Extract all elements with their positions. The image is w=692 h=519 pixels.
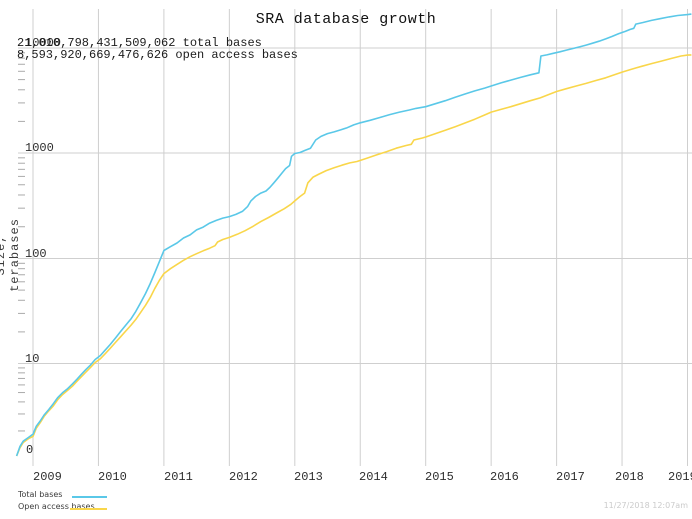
x-tick-label-2009: 2009 <box>33 470 62 484</box>
y-tick-label-100: 100 <box>25 247 47 261</box>
gridlines <box>18 9 692 466</box>
x-tick-label-2012: 2012 <box>229 470 258 484</box>
x-tick-label-2018: 2018 <box>615 470 644 484</box>
legend-label-open-access: Open access bases <box>18 502 95 511</box>
x-tick-label-2015: 2015 <box>425 470 454 484</box>
legend-label-total-bases: Total bases <box>18 490 63 499</box>
y-tick-label-10: 10 <box>25 352 40 366</box>
open-access-annotation: 8,593,920,669,476,626 open access bases <box>17 48 298 62</box>
render-timestamp: 11/27/2018 12:07am <box>603 501 688 510</box>
y-tick-label-10000: 10000 <box>25 36 62 50</box>
x-tick-label-2019: 2019 <box>668 470 692 484</box>
data-curves <box>15 13 692 457</box>
y-tick-label-0: 0 <box>26 443 34 457</box>
x-tick-label-2016: 2016 <box>490 470 519 484</box>
x-tick-label-2014: 2014 <box>359 470 388 484</box>
total-bases-curve <box>15 13 692 457</box>
x-tick-label-2017: 2017 <box>556 470 585 484</box>
y-axis-title: Size, terabases <box>0 218 22 292</box>
legend-line-total-bases <box>72 496 107 498</box>
y-tick-label-1000: 1000 <box>25 141 54 155</box>
x-tick-label-2010: 2010 <box>98 470 127 484</box>
open-access-curve <box>15 54 692 457</box>
legend-line-open-access <box>70 508 107 510</box>
x-tick-label-2013: 2013 <box>294 470 323 484</box>
total-bases-annotation: 21,010,798,431,509,062 total bases <box>17 36 262 50</box>
chart-title: SRA database growth <box>255 11 437 28</box>
x-tick-label-2011: 2011 <box>164 470 193 484</box>
